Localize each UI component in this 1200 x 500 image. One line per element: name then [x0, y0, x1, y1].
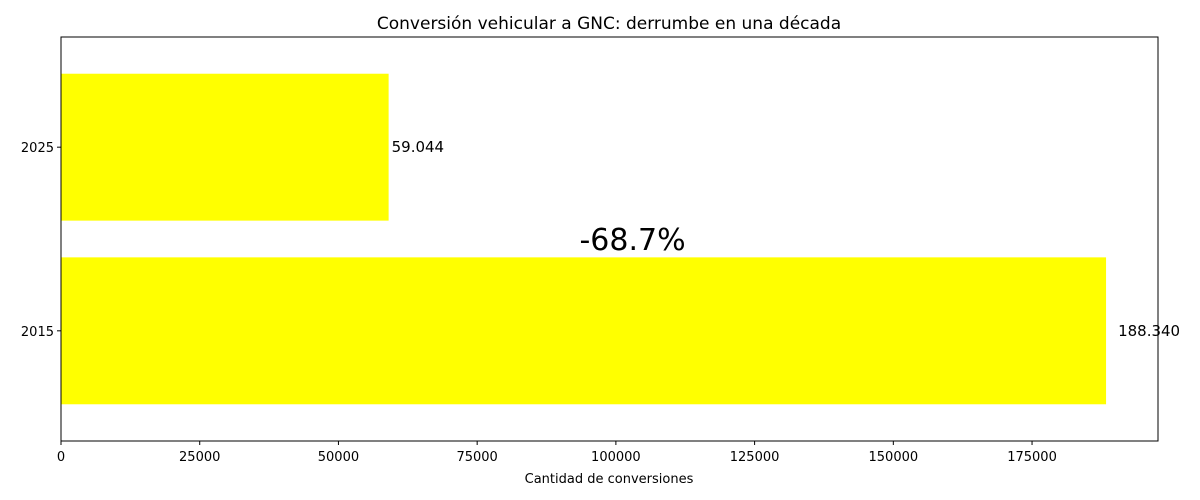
plot-frame: [60, 36, 1159, 442]
bar-2025: [61, 73, 389, 221]
x-axis: 0 25000 50000 75000 100000 125000 150000 175000: [57, 441, 1057, 465]
x-tick-label-150000: 150000: [869, 450, 919, 465]
data-label-2025: 59.044: [392, 138, 445, 156]
x-tick-label-175000: 175000: [1007, 450, 1057, 465]
x-axis-label: Cantidad de conversiones: [525, 472, 694, 487]
y-axis: 2015 2025: [21, 141, 61, 340]
bar-2015: [61, 257, 1107, 405]
change-annotation: -68.7%: [579, 223, 685, 258]
x-tick-label-125000: 125000: [730, 450, 780, 465]
y-tick-label-2015: 2015: [21, 325, 54, 340]
x-tick-label-0: 0: [57, 450, 65, 465]
chart-title: Conversión vehicular a GNC: derrumbe en …: [377, 14, 841, 34]
bars-layer: [61, 73, 1107, 405]
x-tick-label-25000: 25000: [179, 450, 220, 465]
data-labels-layer: 188.340 59.044: [392, 138, 1180, 340]
y-tick-label-2025: 2025: [21, 141, 54, 156]
data-label-2015: 188.340: [1118, 322, 1180, 340]
x-tick-label-75000: 75000: [456, 450, 497, 465]
x-tick-label-50000: 50000: [318, 450, 359, 465]
x-tick-label-100000: 100000: [591, 450, 641, 465]
